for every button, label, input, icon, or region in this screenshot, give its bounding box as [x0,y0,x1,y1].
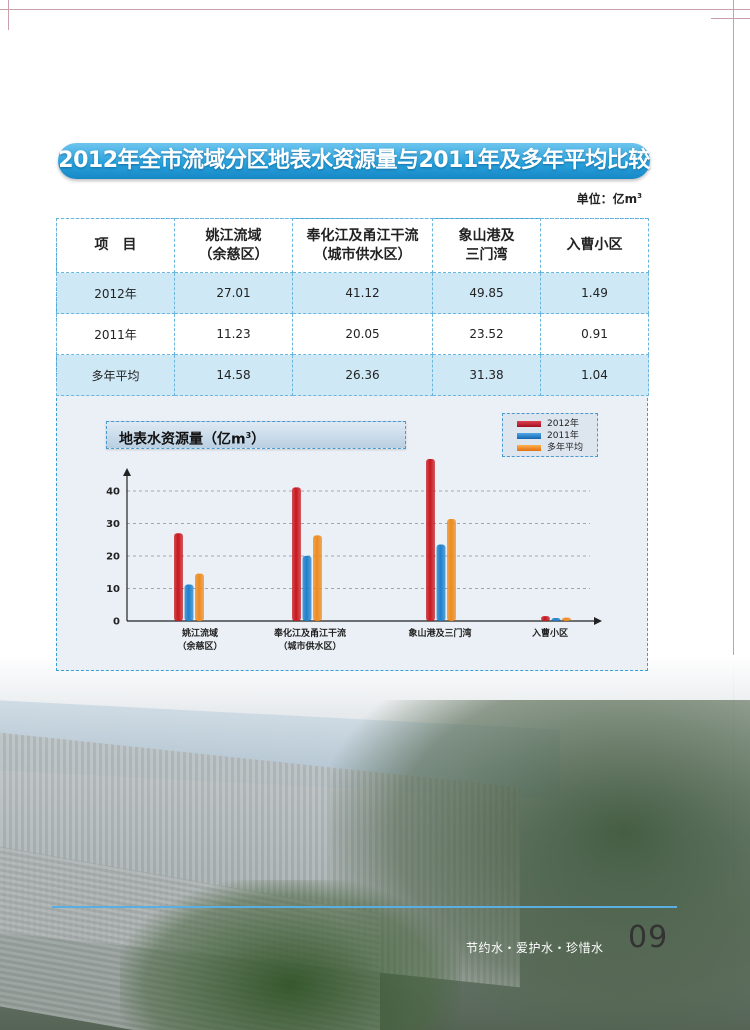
unit-label: 单位：亿m3 [577,190,642,207]
y-tick-label: 40 [106,487,120,498]
row-label: 2011年 [56,313,175,355]
bar [541,616,550,621]
table-cell: 11.23 [174,313,293,355]
table-row: 2011年 11.23 20.05 23.52 0.91 [56,313,649,355]
header-item: 项 目 [56,218,175,273]
table-cell: 1.04 [540,354,649,396]
bar [174,533,183,621]
category-label: 入曹小区 [531,627,568,639]
bar [551,618,561,621]
y-tick-label: 0 [113,617,120,628]
table-cell: 23.52 [432,313,541,355]
legend-label: 多年平均 [547,443,584,453]
chart-title-close: ） [251,431,266,448]
legend-item: 2011年 [517,430,579,442]
bar [302,555,312,621]
table-cell: 49.85 [432,272,541,314]
category-sublabel: （余慈区） [177,640,222,652]
y-tick-label: 10 [106,584,120,595]
header-xiangshangang: 象山港及 三门湾 [432,218,541,273]
y-axis-arrow [123,468,131,476]
header-label: 姚江流域 [205,227,262,244]
header-label: 奉化江及甬江干流 [306,227,419,244]
data-table: 项 目 姚江流域 （余慈区） 奉化江及甬江干流 （城市供水区） 象山港及三门湾 入曹… [56,218,649,396]
header-sublabel: （余慈区） [198,246,269,263]
chart-title: 地表水资源量（亿m3） [106,421,406,449]
category-label: 姚江流域 [181,627,218,639]
legend-item: 多年平均 [517,442,583,454]
table-cell: 20.05 [292,313,433,355]
unit-superscript: 3 [637,192,642,200]
foreground-shrubs [120,880,460,1030]
legend-swatch [517,444,541,451]
bar [292,487,301,621]
crop-mark-top [0,9,750,10]
unit-text: 单位：亿m [576,192,638,206]
y-tick-label: 20 [106,552,120,563]
page-title: 2012年全市流域分区地表水资源量与2011年及多年平均比较 [58,148,650,173]
table-row: 2012年 27.01 41.12 49.85 1.49 [56,272,649,314]
header-label: 项 目 [94,237,137,253]
chart-title-sup: 3 [245,431,252,440]
legend-item: 2012年 [517,418,579,430]
bar [562,617,571,621]
crop-mark-right [733,0,734,1030]
header-rucao: 入曹小区 [540,218,649,273]
chart-legend: 2012年 2011年 多年平均 [502,413,598,457]
footer-divider [52,906,677,908]
legend-label: 2012年 [547,419,579,429]
legend-swatch [517,420,541,427]
bar [195,573,204,621]
chart-title-text: 地表水资源量（亿m [119,431,246,448]
x-axis-arrow [594,617,602,625]
header-sublabel: 三门湾 [465,246,508,263]
table-header-row: 项 目 姚江流域 （余慈区） 奉化江及甬江干流 （城市供水区） 象山港及三门湾 入曹… [56,218,649,273]
bar-chart: 0 10 20 30 40 姚江流域（余慈区） 奉化江及甬江干流（城市供水区） 象山港及三门湾… [106,458,602,652]
title-banner: 2012年全市流域分区地表水资源量与2011年及多年平均比较 [58,143,650,179]
bar [447,519,456,621]
table-cell: 31.38 [432,354,541,396]
row-label: 多年平均 [56,354,175,396]
header-label: 入曹小区 [566,237,623,253]
header-label: 象山港及 [458,227,515,244]
category-sublabel: （城市供水区） [278,640,341,652]
table-cell: 0.91 [540,313,649,355]
footer-slogan: 节约水・爱护水・珍惜水 [466,941,604,955]
bar [436,544,446,621]
category-label: 象山港及三门湾 [408,627,471,639]
bar [313,535,322,621]
header-fenghuajiang: 奉化江及甬江干流 （城市供水区） [292,218,433,273]
y-tick-label: 30 [106,519,120,530]
page-number: 09 [628,920,669,955]
crop-mark-corner [711,18,750,19]
table-cell: 41.12 [292,272,433,314]
table-cell: 27.01 [174,272,293,314]
legend-label: 2011年 [547,431,579,441]
category-label: 奉化江及甬江干流 [273,627,346,639]
crop-mark-left [8,0,9,30]
bar [184,584,194,621]
table-row: 多年平均 14.58 26.36 31.38 1.04 [56,354,649,396]
table-cell: 14.58 [174,354,293,396]
legend-swatch [517,432,541,439]
header-yaojiang: 姚江流域 （余慈区） [174,218,293,273]
table-cell: 1.49 [540,272,649,314]
table-cell: 26.36 [292,354,433,396]
row-label: 2012年 [56,272,175,314]
header-sublabel: （城市供水区） [313,246,412,263]
bar [426,458,435,621]
